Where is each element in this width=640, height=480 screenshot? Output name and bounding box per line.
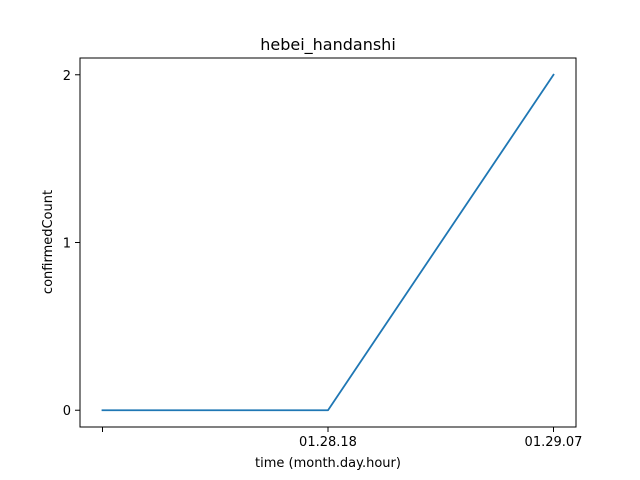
x-axis: 01.28.18 01.29.07 [102,427,583,450]
series-line-0 [101,73,555,412]
chart-title: hebei_handanshi [260,35,396,55]
y-tick-label: 2 [63,69,71,84]
x-tick-label: 01.29.07 [525,435,583,450]
y-axis-title: confirmedCount [41,190,56,294]
y-tick-label: 0 [63,404,71,419]
y-axis: 0 1 2 [63,69,80,419]
x-axis-title: time (month.day.hour) [255,456,401,471]
plot-area [101,73,555,412]
y-tick-label: 1 [63,237,71,252]
x-tick-label: 01.28.18 [299,435,357,450]
